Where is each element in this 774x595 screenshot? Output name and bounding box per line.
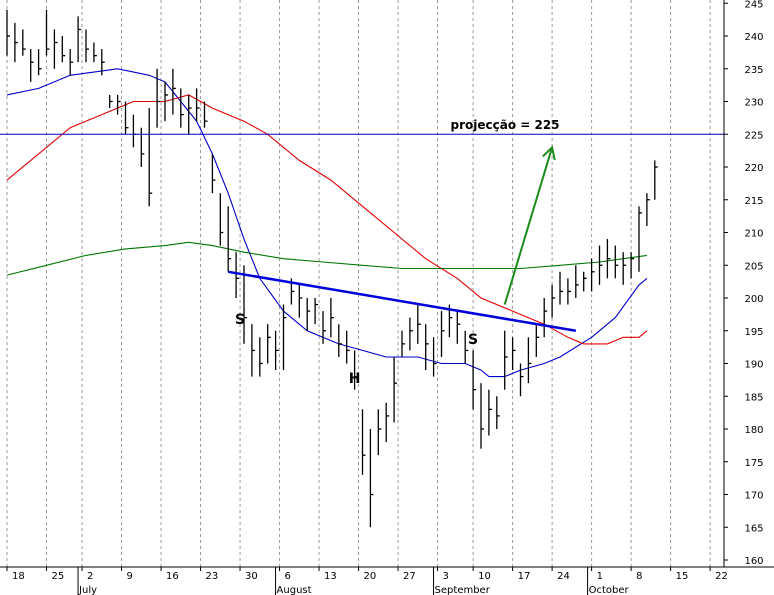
- month-label-3: October: [589, 585, 630, 595]
- y-tick-label-215: 215: [744, 196, 763, 207]
- x-tick-label-2: 2: [87, 571, 93, 582]
- price-bars: [6, 9, 658, 528]
- y-tick-label-245: 245: [744, 0, 763, 10]
- moving-averages: [6, 68, 648, 378]
- pattern-label-2: S: [468, 332, 478, 348]
- y-tick-label-240: 240: [744, 32, 763, 43]
- y-tick-label-195: 195: [744, 327, 763, 338]
- y-tick-label-235: 235: [744, 65, 763, 76]
- x-tick-label-13: 17: [518, 571, 531, 582]
- y-tick-label-205: 205: [744, 261, 763, 272]
- x-tick-label-18: 22: [715, 571, 728, 582]
- projection-arrow-head: [542, 145, 556, 161]
- month-label-2: September: [435, 585, 491, 595]
- month-label-1: August: [277, 585, 312, 595]
- moving-average-2: [6, 241, 647, 276]
- x-tick-label-1: 25: [52, 571, 65, 582]
- x-tick-label-9: 20: [364, 571, 377, 582]
- x-tick-label-7: 6: [285, 571, 291, 582]
- projection-label: projecção = 225: [450, 118, 559, 132]
- x-tick-label-0: 18: [12, 571, 25, 582]
- x-tick-label-5: 23: [206, 571, 219, 582]
- month-label-0: July: [78, 585, 97, 595]
- projection-arrow: [503, 147, 554, 305]
- y-tick-label-185: 185: [744, 392, 763, 403]
- y-tick-label-160: 160: [744, 556, 763, 567]
- x-tick-label-10: 27: [403, 571, 416, 582]
- moving-average-0: [6, 68, 648, 378]
- y-tick-label-190: 190: [744, 360, 763, 371]
- neckline: [227, 270, 577, 332]
- x-tick-label-8: 13: [324, 571, 337, 582]
- x-tick-label-14: 24: [557, 571, 570, 582]
- x-tick-label-3: 9: [127, 571, 133, 582]
- pattern-label-1: H: [349, 371, 361, 387]
- grid-lines: [6, 0, 711, 567]
- y-tick-label-220: 220: [744, 163, 763, 174]
- y-tick-label-230: 230: [744, 98, 763, 109]
- moving-average-1: [6, 94, 648, 345]
- y-tick-label-165: 165: [744, 523, 763, 534]
- x-tick-label-12: 10: [478, 571, 491, 582]
- y-tick-label-180: 180: [744, 425, 763, 436]
- x-tick-label-6: 30: [245, 571, 258, 582]
- y-tick-label-225: 225: [744, 130, 763, 141]
- y-tick-label-170: 170: [744, 491, 763, 502]
- x-tick-label-17: 15: [676, 571, 689, 582]
- y-tick-label-210: 210: [744, 229, 763, 240]
- x-tick-label-16: 8: [636, 571, 642, 582]
- x-tick-label-11: 3: [443, 571, 449, 582]
- y-tick-label-175: 175: [744, 458, 763, 469]
- y-tick-label-200: 200: [744, 294, 763, 305]
- x-tick-label-4: 16: [166, 571, 179, 582]
- pattern-label-0: S: [235, 312, 245, 328]
- x-tick-label-15: 1: [597, 571, 603, 582]
